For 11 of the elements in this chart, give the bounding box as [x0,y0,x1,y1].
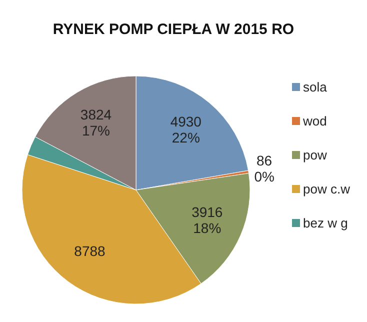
chart-title: RYNEK POMP CIEPŁA W 2015 RO [52,21,294,38]
legend-label: pow c.w [303,181,351,196]
data-label: 3916 18% [192,203,223,236]
data-label: 4930 22% [170,113,202,146]
legend-label: wod [302,113,327,128]
legend-label: sola [303,79,328,94]
data-label: 3824 17% [80,106,112,138]
data-label: 8788 [74,242,106,259]
legend-label: bez w g [303,215,348,230]
legend-label: pow [303,147,328,162]
data-label: 86 0% [254,152,274,184]
